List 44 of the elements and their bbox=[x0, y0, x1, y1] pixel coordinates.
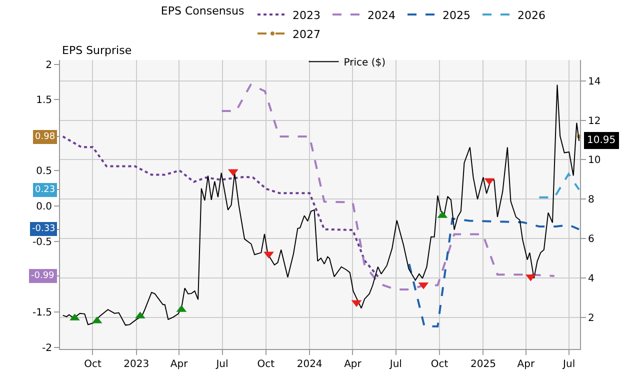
y-tick-label: 0.98 bbox=[35, 132, 56, 142]
y2-tick-label: 8 bbox=[588, 194, 594, 206]
x-tick-label: Apr bbox=[344, 359, 362, 370]
y2-tick-label: 10 bbox=[588, 155, 601, 166]
x-tick-label: Oct bbox=[257, 359, 275, 370]
y-tick-label: 1.5 bbox=[36, 95, 52, 106]
x-tick-label: Apr bbox=[517, 359, 536, 370]
x-tick-label: Oct bbox=[430, 359, 448, 370]
y-tick-label: -0.99 bbox=[31, 271, 55, 281]
x-tick-label: 2024 bbox=[296, 359, 322, 370]
line-series bbox=[220, 84, 556, 290]
y2-tick-label: 14 bbox=[588, 76, 601, 88]
line-series bbox=[62, 84, 580, 326]
y2-tick-label: 4 bbox=[588, 273, 594, 284]
y-tick-label: 2 bbox=[46, 60, 52, 71]
legend-label: Price ($) bbox=[344, 58, 386, 69]
line-series bbox=[62, 136, 380, 280]
legend-label: 2025 bbox=[442, 8, 471, 22]
y2-tick-label: 6 bbox=[588, 234, 594, 245]
x-tick-label: Apr bbox=[170, 359, 189, 370]
data-label: 10.95 bbox=[587, 135, 616, 146]
y-tick-label: -2 bbox=[42, 343, 52, 354]
text: EPS Surprise bbox=[62, 44, 132, 57]
x-tick-label: 2023 bbox=[124, 359, 150, 370]
y-tick-label: 0.0 bbox=[36, 201, 52, 212]
y2-tick-label: 2 bbox=[588, 312, 594, 324]
line-series bbox=[408, 218, 580, 328]
x-tick-label: 2025 bbox=[470, 359, 496, 370]
y2-tick-label: 12 bbox=[588, 116, 601, 127]
point bbox=[264, 252, 274, 259]
legend-label: 2023 bbox=[292, 8, 321, 22]
y-tick-label: -0.5 bbox=[32, 236, 52, 248]
y-tick-label: -1.5 bbox=[32, 308, 52, 319]
legend-label: 2027 bbox=[292, 28, 321, 41]
x-tick-label: Jul bbox=[388, 359, 402, 370]
legend-label: 2026 bbox=[518, 8, 546, 22]
x-tick-label: Jul bbox=[562, 359, 576, 370]
x-tick-label: Jul bbox=[215, 359, 228, 370]
legend-title: EPS Consensus bbox=[160, 4, 245, 18]
x-tick-label: Oct bbox=[84, 359, 102, 370]
y-tick-label: 0.23 bbox=[35, 185, 56, 195]
y-tick-label: -0.33 bbox=[32, 224, 56, 234]
y-tick-label: 0.5 bbox=[36, 166, 52, 177]
legend-label: 2024 bbox=[368, 8, 396, 22]
